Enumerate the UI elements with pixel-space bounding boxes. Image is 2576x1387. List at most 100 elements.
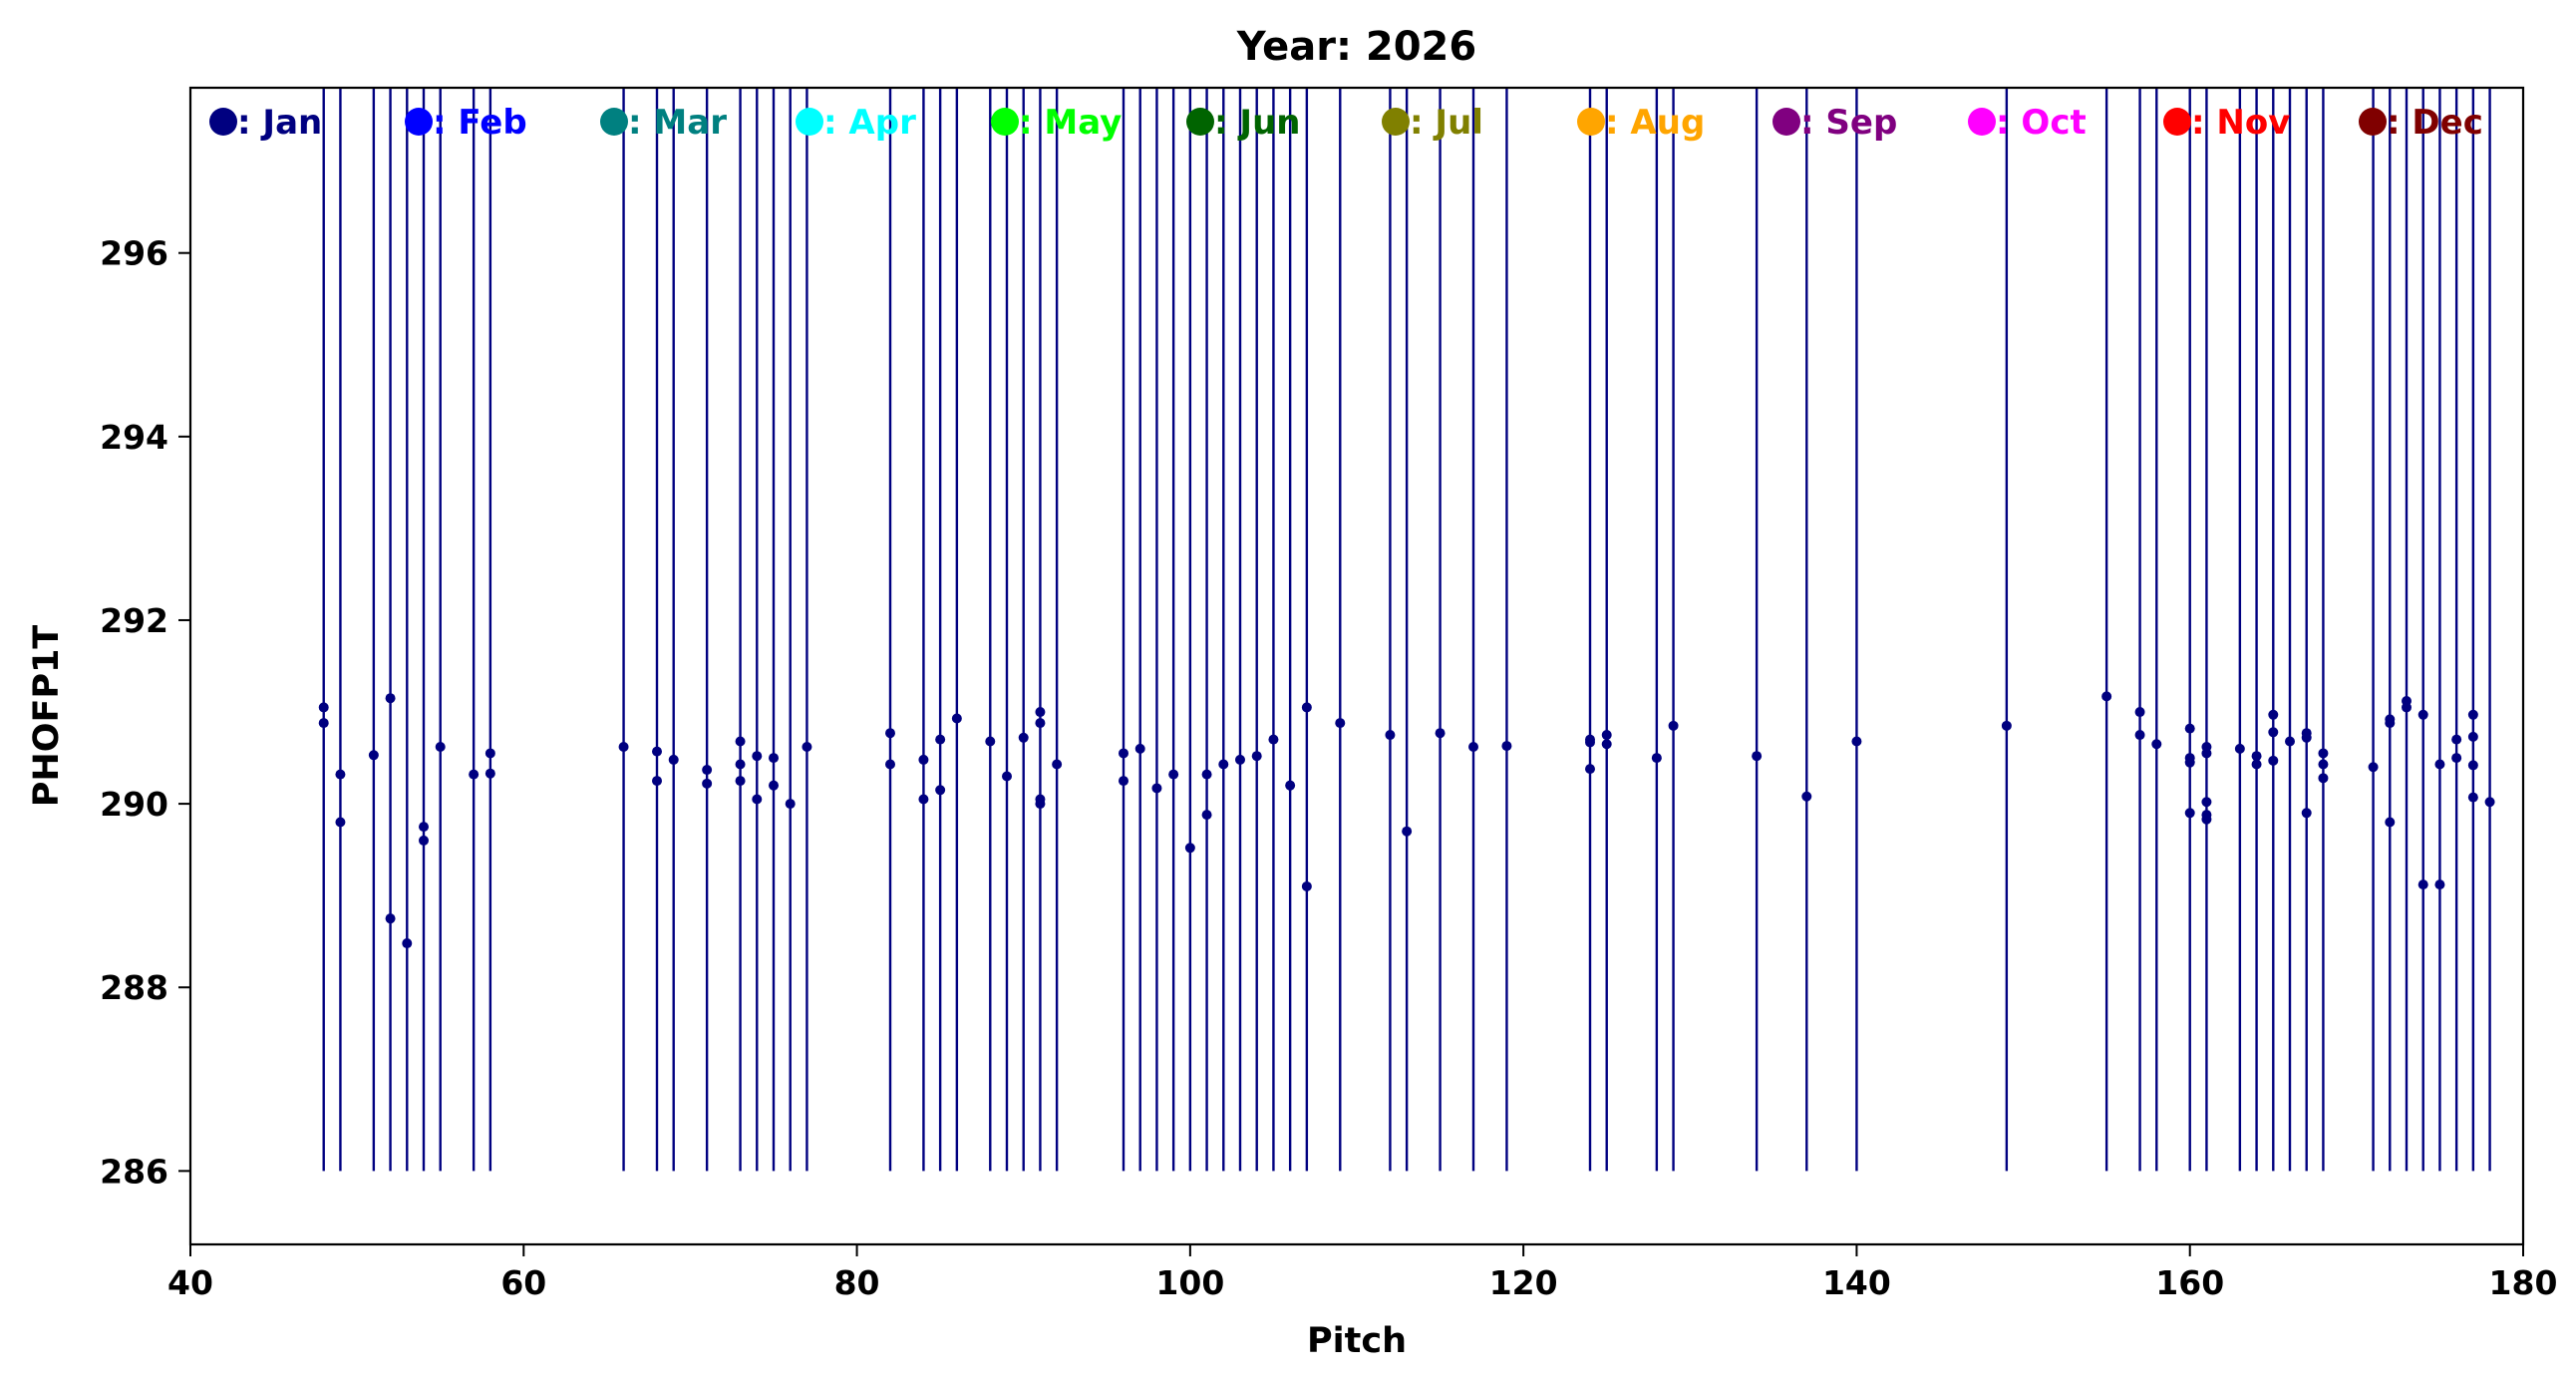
legend-marker xyxy=(1186,108,1214,136)
data-point xyxy=(1035,707,1046,718)
data-point xyxy=(1435,728,1446,739)
data-point xyxy=(1851,736,1862,747)
data-point xyxy=(2385,817,2396,828)
legend-label: : Sep xyxy=(1800,103,1897,143)
data-point xyxy=(918,794,929,805)
x-tick-label: 80 xyxy=(834,1263,880,1302)
data-point xyxy=(2368,762,2379,773)
data-point xyxy=(935,734,946,745)
data-point xyxy=(2268,727,2279,738)
data-point xyxy=(2434,879,2445,890)
data-point xyxy=(318,702,329,713)
data-point xyxy=(2385,718,2396,729)
data-point xyxy=(2417,709,2428,720)
data-point xyxy=(1301,880,1312,891)
data-point xyxy=(702,765,713,776)
data-point xyxy=(469,769,480,780)
data-point xyxy=(2467,792,2478,803)
data-point xyxy=(2301,808,2312,819)
data-point xyxy=(1052,759,1063,770)
data-point xyxy=(1752,751,1763,762)
data-point xyxy=(2467,709,2478,720)
data-point xyxy=(1002,771,1012,782)
data-point xyxy=(752,794,763,805)
data-point xyxy=(419,822,429,833)
plot-frame xyxy=(188,86,2525,1246)
x-tick-label: 140 xyxy=(1822,1263,1891,1302)
data-point xyxy=(419,835,429,846)
data-point xyxy=(2467,731,2478,742)
legend-marker xyxy=(1772,108,1800,136)
data-point xyxy=(785,799,796,810)
legend-label: : Mar xyxy=(628,103,727,143)
x-tick-label: 60 xyxy=(500,1263,546,1302)
data-point xyxy=(885,759,895,770)
data-point xyxy=(1601,730,1612,741)
legend-marker xyxy=(600,108,628,136)
data-point xyxy=(1268,734,1279,745)
data-point xyxy=(1134,743,1145,754)
data-point xyxy=(1151,783,1162,794)
data-point xyxy=(1585,737,1595,748)
data-point xyxy=(735,759,746,770)
data-point xyxy=(2201,748,2212,759)
data-point xyxy=(2268,755,2279,766)
data-point xyxy=(2134,730,2145,741)
legend-label: : Jun xyxy=(1214,103,1301,143)
data-point xyxy=(735,736,746,747)
data-point xyxy=(2467,760,2478,771)
data-point xyxy=(1035,799,1046,810)
data-point xyxy=(385,913,396,924)
data-point xyxy=(652,746,662,757)
data-point xyxy=(2184,723,2195,734)
legend-label: : May xyxy=(1019,103,1122,143)
data-point xyxy=(735,776,746,787)
legend-label: : Dec xyxy=(2387,103,2483,143)
data-point xyxy=(1119,776,1128,787)
data-point xyxy=(2201,797,2212,808)
x-tick-label: 40 xyxy=(167,1263,213,1302)
data-point xyxy=(2251,759,2262,770)
data-point xyxy=(1335,718,1346,729)
legend-label: : Aug xyxy=(1605,103,1705,143)
data-point xyxy=(2451,753,2462,764)
data-point xyxy=(668,754,679,765)
x-tick-label: 100 xyxy=(1155,1263,1224,1302)
legend-marker xyxy=(2359,108,2387,136)
y-axis-ticks: 286 288 290 292 294 296 xyxy=(100,234,190,1191)
data-point xyxy=(2402,702,2412,713)
data-point xyxy=(1585,764,1595,775)
data-point xyxy=(1285,780,1296,791)
legend-marker xyxy=(991,108,1019,136)
data-point xyxy=(2201,814,2212,825)
data-point xyxy=(2417,879,2428,890)
y-tick-label: 292 xyxy=(100,601,168,640)
data-point xyxy=(918,754,929,765)
legend-marker xyxy=(2163,108,2191,136)
data-point xyxy=(1668,720,1679,731)
chart-title: Year: 2026 xyxy=(1236,24,1476,70)
data-point xyxy=(935,785,946,796)
x-tick-label: 180 xyxy=(2489,1263,2558,1302)
x-axis-label: Pitch xyxy=(1307,1321,1407,1361)
data-point xyxy=(1402,826,1413,837)
y-tick-label: 294 xyxy=(100,418,168,457)
x-axis-ticks: 40 60 80 100 120 140 160 180 xyxy=(167,1244,2557,1302)
data-point xyxy=(802,742,812,753)
data-point xyxy=(2285,736,2295,747)
data-point xyxy=(652,776,662,787)
legend: : Jan: Feb: Mar: Apr: May: Jun: Jul: Aug… xyxy=(209,103,2483,143)
data-point xyxy=(2184,808,2195,819)
y-axis-label: PHOFP1T xyxy=(27,625,67,808)
data-point xyxy=(1018,732,1029,743)
data-point xyxy=(2101,691,2112,702)
data-point xyxy=(752,751,763,762)
data-points xyxy=(318,691,2495,949)
legend-label: : Jan xyxy=(237,103,322,143)
data-point xyxy=(1651,753,1662,764)
data-point xyxy=(368,750,379,761)
x-tick-label: 120 xyxy=(1489,1263,1558,1302)
data-point xyxy=(2434,759,2445,770)
